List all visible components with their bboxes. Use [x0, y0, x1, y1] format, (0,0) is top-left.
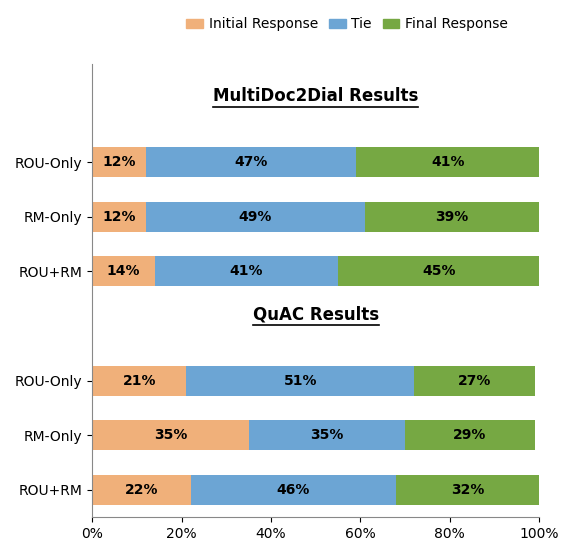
Text: 22%: 22%: [125, 483, 158, 497]
Bar: [146, 147, 356, 177]
Text: 46%: 46%: [277, 483, 310, 497]
Legend: Initial Response, Tie, Final Response: Initial Response, Tie, Final Response: [181, 12, 513, 37]
Bar: [249, 420, 405, 450]
Bar: [146, 202, 365, 232]
Bar: [365, 202, 539, 232]
Text: 12%: 12%: [102, 210, 136, 224]
Bar: [186, 366, 414, 396]
Bar: [92, 202, 146, 232]
Text: 35%: 35%: [154, 428, 187, 443]
Bar: [396, 475, 539, 505]
Text: 41%: 41%: [431, 155, 464, 169]
Text: 29%: 29%: [453, 428, 487, 443]
Bar: [191, 475, 396, 505]
Bar: [414, 366, 535, 396]
Text: 45%: 45%: [422, 264, 455, 279]
Bar: [92, 475, 191, 505]
Text: 35%: 35%: [311, 428, 344, 443]
Text: 21%: 21%: [122, 374, 156, 388]
Text: 32%: 32%: [451, 483, 484, 497]
Bar: [92, 256, 155, 286]
Text: 39%: 39%: [436, 210, 469, 224]
Text: 12%: 12%: [102, 155, 136, 169]
Bar: [155, 256, 338, 286]
Bar: [92, 147, 146, 177]
Bar: [356, 147, 539, 177]
Text: MultiDoc2Dial Results: MultiDoc2Dial Results: [213, 87, 418, 105]
Bar: [338, 256, 539, 286]
Text: 27%: 27%: [457, 374, 491, 388]
Bar: [92, 366, 186, 396]
Text: 41%: 41%: [230, 264, 263, 279]
Text: QuAC Results: QuAC Results: [253, 305, 379, 323]
Text: 14%: 14%: [107, 264, 141, 279]
Text: 47%: 47%: [234, 155, 267, 169]
Text: 49%: 49%: [239, 210, 272, 224]
Text: 51%: 51%: [284, 374, 317, 388]
Bar: [405, 420, 535, 450]
Bar: [92, 420, 249, 450]
